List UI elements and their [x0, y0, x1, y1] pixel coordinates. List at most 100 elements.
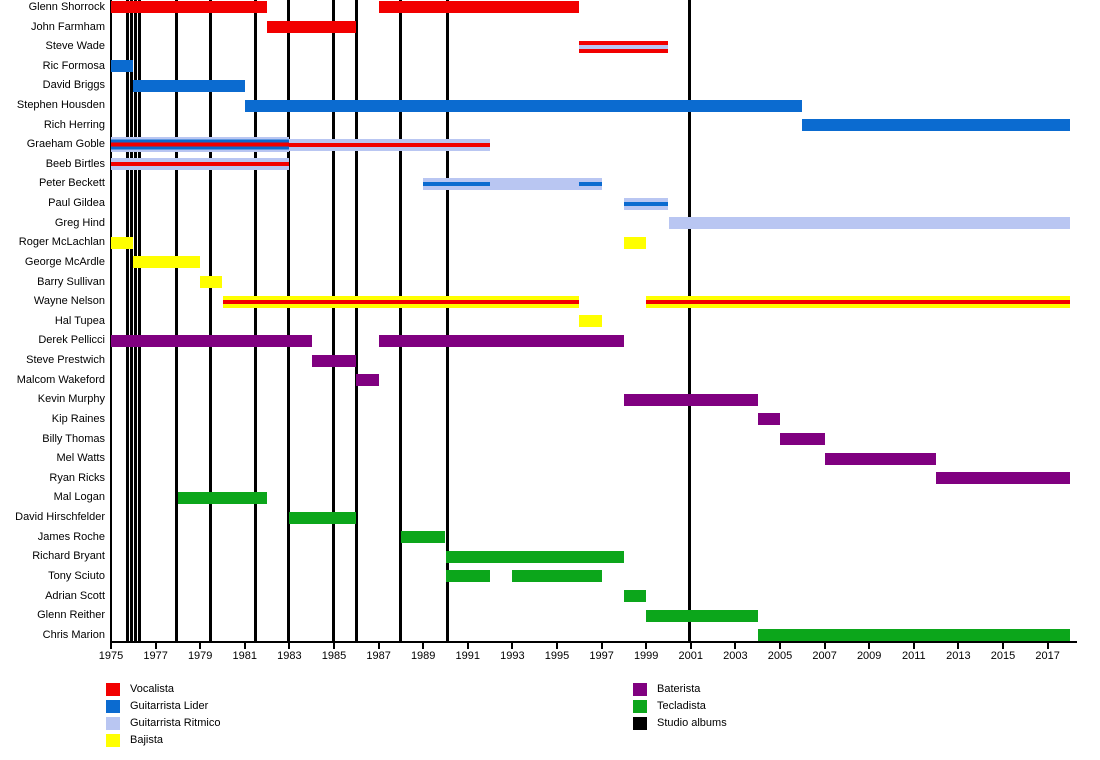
x-axis-tick — [779, 643, 781, 649]
member-label: Ryan Ricks — [49, 471, 105, 484]
member-label: George McArdle — [24, 255, 105, 268]
legend-swatch-vocal — [106, 683, 120, 696]
legend-swatch-rhythm — [106, 717, 120, 730]
timeline-bar — [668, 217, 1070, 230]
member-label: Billy Thomas — [42, 432, 105, 445]
member-label: David Briggs — [42, 79, 105, 92]
studio-album-line — [137, 0, 141, 641]
timeline-bar — [133, 256, 201, 269]
timeline-bar — [646, 295, 1070, 308]
timeline-bar — [267, 21, 357, 34]
timeline-bar — [378, 334, 624, 347]
timeline-bar — [623, 590, 647, 602]
timeline-bar — [222, 295, 580, 308]
x-axis-tick — [689, 643, 692, 649]
member-label: Malcom Wakeford — [16, 373, 105, 386]
studio-album-line — [354, 0, 358, 641]
member-label: Steve Prestwich — [26, 354, 105, 367]
y-axis-line — [110, 0, 112, 642]
x-axis-tick — [957, 643, 960, 649]
member-label: Peter Beckett — [38, 177, 105, 190]
legend-swatch-keys — [633, 700, 647, 713]
member-label: Stephen Housden — [16, 99, 105, 111]
member-label: John Farmham — [31, 20, 105, 33]
x-axis-tick-label: 1991 — [455, 650, 481, 662]
member-label: Derek Pellicci — [38, 334, 105, 347]
timeline-bar — [579, 315, 602, 328]
timeline-bar — [400, 531, 446, 544]
timeline-bar — [623, 236, 647, 249]
studio-album-line — [688, 0, 692, 641]
studio-album-line — [253, 0, 257, 641]
studio-album-line — [398, 0, 402, 641]
timeline-bar — [111, 137, 290, 153]
member-label: Richard Bryant — [32, 550, 105, 563]
legend-swatch-albums — [633, 717, 647, 730]
timeline-bar — [623, 197, 669, 210]
member-label: Mal Logan — [53, 491, 105, 504]
timeline-bar — [445, 570, 491, 583]
member-label: David Hirschfelder — [15, 511, 105, 524]
timeline-bar — [111, 334, 312, 347]
member-label: Hal Tupea — [54, 314, 105, 327]
x-axis-tick-label: 1993 — [500, 650, 525, 662]
x-axis-tick-label: 2001 — [678, 650, 704, 662]
x-axis-tick — [422, 643, 425, 649]
x-axis-tick — [466, 643, 469, 649]
member-label: Glenn Shorrock — [28, 0, 105, 13]
x-axis-tick — [1046, 643, 1049, 649]
studio-album-line — [286, 0, 290, 641]
legend-label-drums: Baterista — [657, 683, 701, 695]
x-axis-tick — [600, 643, 603, 649]
legend-label-rhythm: Guitarrista Ritmico — [130, 717, 221, 729]
x-axis-tick-label: 2007 — [812, 650, 837, 662]
member-label: Barry Sullivan — [37, 275, 105, 288]
member-label: Beeb Birtles — [45, 157, 105, 170]
timeline-bar — [423, 177, 491, 190]
studio-album-line — [331, 0, 335, 641]
timeline-bar — [623, 393, 758, 406]
timeline-bar — [289, 511, 357, 524]
x-axis-tick — [868, 643, 871, 649]
member-label: Paul Gildea — [48, 197, 105, 210]
x-axis-tick-label: 2011 — [901, 650, 926, 662]
timeline-bar — [579, 40, 669, 53]
legend-label-albums: Studio albums — [657, 717, 727, 729]
timeline-bar — [579, 177, 602, 190]
x-axis-tick-label: 2009 — [856, 650, 882, 662]
member-label: Mel Watts — [56, 452, 106, 465]
timeline-bar — [378, 1, 580, 14]
x-axis-tick — [511, 643, 514, 649]
legend-label-bass: Bajista — [130, 734, 164, 746]
x-axis-tick — [377, 643, 380, 649]
x-axis-tick-label: 1989 — [410, 650, 436, 662]
timeline-bar — [512, 570, 602, 583]
member-label: Wayne Nelson — [33, 295, 105, 308]
studio-album-line — [208, 0, 212, 641]
member-label: Ric Formosa — [42, 59, 105, 72]
member-label: Graeham Goble — [26, 138, 105, 151]
legend-swatch-bass — [106, 734, 120, 747]
timeline-bar — [824, 452, 937, 465]
member-label: Chris Marion — [42, 628, 105, 641]
timeline-bar — [111, 236, 134, 249]
x-axis-tick — [243, 643, 246, 649]
timeline-bar — [111, 60, 134, 73]
studio-album-line — [125, 0, 129, 641]
timeline-bar — [356, 374, 379, 387]
x-axis-tick-label: 1999 — [633, 650, 659, 662]
timeline-bar — [445, 550, 624, 563]
x-axis-tick-label: 2017 — [1035, 650, 1060, 662]
member-label: Steve Wade — [45, 40, 105, 53]
timeline-bar — [757, 413, 780, 426]
x-axis-tick-label: 1997 — [589, 650, 614, 662]
timeline-bar — [177, 491, 268, 504]
x-axis-tick — [333, 643, 335, 649]
timeline-bar — [111, 158, 290, 171]
timeline-bar — [802, 119, 1070, 132]
x-axis-tick-label: 1975 — [98, 650, 124, 662]
member-label: James Roche — [37, 530, 105, 543]
x-axis-tick-label: 1981 — [232, 650, 258, 662]
